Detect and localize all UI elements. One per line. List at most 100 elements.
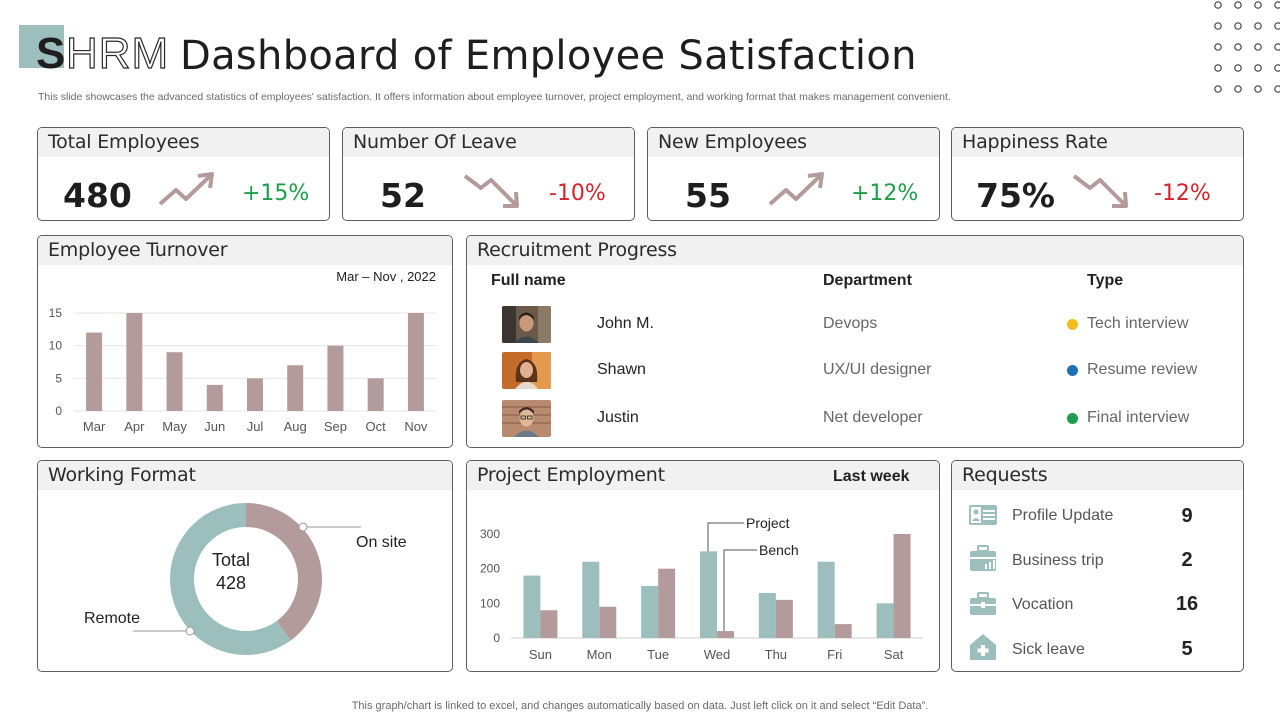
request-count: 16 [1175, 593, 1199, 615]
x-tick-label: May [162, 419, 187, 434]
trend-up-icon [158, 172, 214, 206]
header-type: Type [1087, 272, 1124, 289]
candidate-department: Devops [823, 315, 878, 332]
suitcase-icon [970, 592, 996, 615]
decorative-dot [1214, 43, 1222, 51]
candidate-department: UX/UI designer [823, 361, 932, 378]
decorative-dot [1214, 22, 1222, 30]
request-label: Profile Update [1012, 507, 1114, 524]
y-tick-label: 200 [480, 562, 500, 576]
header-department: Department [823, 272, 912, 289]
slice-remote [169, 503, 291, 655]
x-tick-label: Jul [247, 419, 264, 434]
donut-center-value: 428 [216, 573, 246, 593]
decorative-dot [1254, 1, 1262, 9]
x-tick-label: Mar [83, 419, 106, 434]
kpi-title: New Employees [648, 128, 939, 157]
leader-line [723, 549, 757, 632]
status-dot [1067, 413, 1078, 424]
legend-label-project: Project [746, 515, 790, 531]
donut-center-label: Total [212, 550, 250, 570]
bar-project-mon [582, 561, 600, 638]
decorative-dot [1254, 85, 1262, 93]
leader-dot [185, 626, 195, 636]
decorative-dot [1234, 85, 1242, 93]
x-tick-label: Wed [704, 647, 731, 662]
bar-jul [247, 378, 263, 411]
decorative-dot [1274, 1, 1280, 9]
x-tick-label: Aug [284, 419, 307, 434]
page-title: Dashboard of Employee Satisfaction [180, 33, 917, 79]
bar-may [166, 352, 183, 411]
request-label: Business trip [1012, 552, 1104, 569]
candidate-department: Net developer [823, 409, 923, 426]
y-tick-label: 0 [493, 631, 500, 645]
logo-block [19, 25, 64, 68]
decorative-dot [1214, 1, 1222, 9]
decorative-dot [1214, 64, 1222, 72]
x-tick-label: Tue [647, 647, 669, 662]
candidate-status: Resume review [1087, 361, 1198, 378]
kpi-card-total-employees: Total Employees 480 +15% [37, 127, 330, 221]
bar-project-tue [641, 586, 659, 638]
requests-title: Requests [952, 461, 1243, 490]
requests-card: Requests Profile Update 9 Business trip … [951, 460, 1244, 672]
project-employment-period: Last week [833, 468, 910, 485]
y-tick-label: 15 [49, 306, 63, 320]
bar-jun [206, 384, 223, 411]
avatar [502, 400, 551, 437]
candidate-name: Shawn [597, 361, 646, 378]
bar-bench-wed [717, 631, 734, 638]
x-tick-label: Sun [529, 647, 552, 662]
decorative-dot [1254, 64, 1262, 72]
request-label: Sick leave [1012, 641, 1085, 658]
trend-up-icon [768, 172, 824, 206]
decorative-dot [1234, 64, 1242, 72]
briefcase-chart-icon [970, 545, 996, 571]
bar-bench-mon [599, 606, 617, 638]
legend-label-remote: Remote [84, 610, 140, 627]
bar-oct [367, 378, 384, 411]
bar-project-sat [876, 603, 894, 638]
kpi-change: -12% [1154, 181, 1211, 206]
decorative-dot [1274, 43, 1280, 51]
candidate-status: Final interview [1087, 409, 1190, 426]
project-employment-bar-chart: 0 100 200 300 Sun Mon Tue Wed Thu Fri Sat Project Be… [480, 515, 923, 662]
header-full-name: Full name [491, 272, 566, 289]
request-count: 2 [1181, 549, 1193, 571]
working-format-donut-chart: Total 428 On site Remote [84, 503, 407, 655]
bar-mar [86, 332, 103, 411]
slice-on-site [246, 503, 322, 641]
x-tick-label: Thu [765, 647, 787, 662]
x-tick-label: Jun [204, 419, 225, 434]
decorative-dot [1274, 22, 1280, 30]
legend-label-on-site: On site [356, 534, 407, 551]
bar-project-fri [817, 561, 835, 638]
bar-project-wed [700, 551, 717, 638]
y-tick-label: 0 [55, 404, 62, 418]
recruitment-progress-card: Recruitment Progress Full name Departmen… [466, 235, 1244, 448]
turnover-period: Mar – Nov , 2022 [336, 269, 436, 284]
decorative-dot [1274, 85, 1280, 93]
candidate-name: John M. [597, 315, 654, 332]
kpi-title: Number Of Leave [343, 128, 634, 157]
kpi-card-happiness-rate: Happiness Rate 75% -12% [951, 127, 1244, 221]
trend-down-icon [463, 174, 519, 208]
request-count: 9 [1181, 505, 1193, 527]
leader-dot [298, 522, 308, 532]
leader-line [707, 522, 744, 552]
y-tick-label: 5 [55, 371, 62, 385]
x-tick-label: Mon [587, 647, 612, 662]
logo-text: HRM [65, 28, 170, 78]
decorative-dots [1214, 1, 1280, 93]
x-tick-label: Nov [404, 419, 428, 434]
decorative-dot [1234, 1, 1242, 9]
x-tick-label: Sep [324, 419, 347, 434]
kpi-value: 75% [976, 176, 1055, 215]
decorative-dot [1234, 43, 1242, 51]
medical-house-icon [970, 634, 996, 660]
employee-turnover-card: Employee Turnover Mar – Nov , 2022 0 5 10 1… [37, 235, 453, 448]
footer-note: This graph/chart is linked to excel, and… [351, 700, 929, 712]
trend-down-icon [1072, 174, 1128, 208]
bar-nov [407, 313, 424, 411]
